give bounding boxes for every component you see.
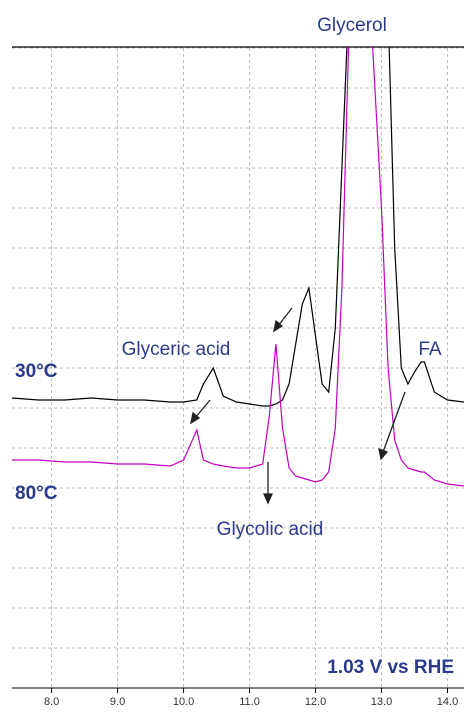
series-line xyxy=(12,47,464,407)
x-tick-label: 10.0 xyxy=(173,696,194,708)
x-tick-label: 14.0 xyxy=(437,696,458,708)
x-tick-label: 13.0 xyxy=(371,696,392,708)
annotation: Glycerol xyxy=(317,15,387,36)
condition-label: 1.03 V vs RHE xyxy=(327,657,454,678)
x-tick-label: 8.0 xyxy=(44,696,59,708)
annotation: FA xyxy=(418,339,442,360)
series-label: 80°C xyxy=(15,483,58,504)
series-line xyxy=(12,47,464,487)
x-tick-label: 9.0 xyxy=(110,696,125,708)
arrows xyxy=(190,307,406,505)
series-label: 30°C xyxy=(15,361,58,382)
x-tick-label: 12.0 xyxy=(305,696,326,708)
annotation: Glycolic acid xyxy=(217,519,324,540)
x-tick-label: 11.0 xyxy=(239,696,260,708)
annotation: Glyceric acid xyxy=(122,339,231,360)
